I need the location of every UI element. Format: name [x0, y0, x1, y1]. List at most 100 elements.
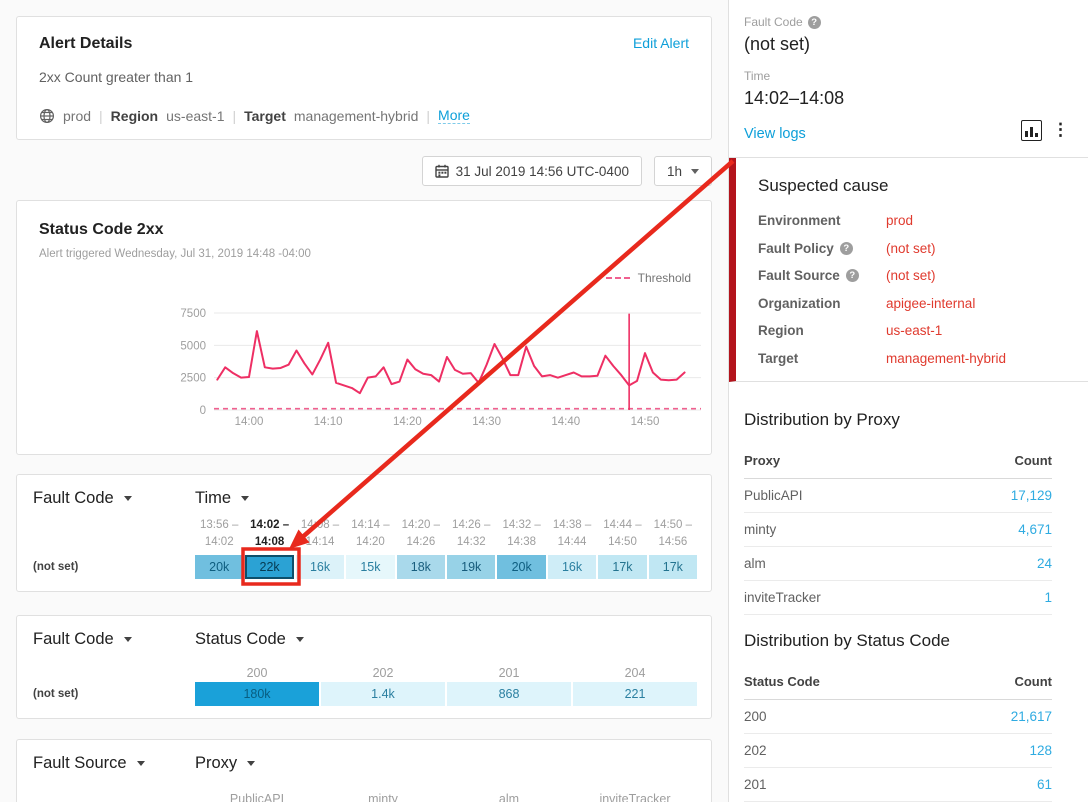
svg-text:14:50: 14:50 [631, 416, 660, 428]
time-bucket-label: 13:56 –14:02 [200, 519, 239, 548]
date-range-button[interactable]: 31 Jul 2019 14:56 UTC-0400 [421, 156, 642, 186]
table-row: PublicAPI 17,129 [744, 478, 1052, 513]
heatmap-cell[interactable]: 1.4k [321, 682, 445, 706]
status-code-label: 201 [498, 666, 520, 680]
table-row: 200 21,617 [744, 699, 1052, 734]
main-panel: Alert Details Edit Alert 2xx Count great… [16, 16, 712, 802]
table-row: 201 61 [744, 767, 1052, 802]
bar-chart-icon[interactable] [1021, 120, 1042, 141]
alert-condition-text: 2xx Count greater than 1 [39, 69, 194, 85]
heatmap-cell[interactable]: 221 [573, 682, 697, 706]
heatmap-row-label: (not set) [33, 688, 79, 700]
suspected-cause-row: Target management-hybrid [758, 351, 1078, 366]
time-bucket-headers: 13:56 –14:02 14:02 –14:08 14:08 –14:14 14:1… [195, 517, 697, 550]
fault-code-label: Fault Code [744, 15, 803, 29]
row-name: 200 [744, 699, 944, 734]
time-range-value: 14:02–14:08 [744, 88, 845, 108]
heatmap-cell[interactable]: 15k [346, 555, 395, 579]
heatmap-cells: 20k 22k 16k 15k 18k 19k 20k 16k 17k 17k [195, 555, 698, 579]
chevron-down-icon [247, 761, 256, 766]
heatmap-row-label: (not set) [33, 561, 79, 573]
svg-text:14:40: 14:40 [551, 416, 580, 428]
col-dimension-dropdown[interactable]: Proxy [195, 754, 256, 773]
heatmap-cell[interactable]: 17k [648, 555, 698, 579]
edit-alert-link[interactable]: Edit Alert [632, 35, 689, 51]
svg-text:2500: 2500 [180, 373, 206, 385]
line-chart: 0 2500 5000 7500 14:00 14:10 14:20 14:30 14:40 14… [180, 308, 701, 428]
row-count[interactable]: 61 [943, 767, 1052, 802]
interval-dropdown[interactable]: 1h [653, 156, 712, 186]
heatmap-cell[interactable]: 18k [396, 555, 446, 579]
status-code-label: 204 [624, 666, 646, 680]
heatmap-cell[interactable]: 19k [447, 555, 496, 579]
time-bucket-label: 14:20 –14:26 [401, 519, 441, 548]
svg-text:14:20: 14:20 [393, 416, 422, 428]
chevron-down-icon [241, 496, 250, 501]
row-name: alm [744, 546, 945, 581]
region-label: Region [110, 107, 159, 124]
table-row: minty 4,671 [744, 512, 1052, 547]
more-link[interactable]: More [438, 107, 470, 124]
heatmap-cell[interactable]: 868 [447, 682, 571, 706]
distribution-by-status-code: Distribution by Status Code Status Code C… [744, 631, 1052, 802]
heatmap-cell[interactable]: 20k [195, 555, 244, 579]
row-name: minty [744, 512, 945, 547]
row-name: 202 [744, 733, 944, 768]
col-dimension-dropdown[interactable]: Time [195, 489, 250, 508]
distribution-proxy-title: Distribution by Proxy [744, 410, 900, 429]
chart-title: Status Code 2xx [39, 221, 164, 238]
heatmap-cell[interactable]: 16k [295, 555, 345, 579]
heatmap-cell[interactable]: 20k [497, 555, 546, 579]
row-count[interactable]: 24 [944, 546, 1052, 581]
row-count[interactable]: 17,129 [944, 478, 1052, 513]
chevron-down-icon [691, 168, 699, 174]
fault-code-value: (not set) [744, 34, 811, 54]
heatmap-cell[interactable]: 180k [195, 682, 319, 706]
svg-text:14:30: 14:30 [472, 416, 501, 428]
interval-value: 1h [666, 163, 682, 179]
heatmap-cell[interactable]: 17k [598, 555, 647, 579]
row-count[interactable]: 128 [943, 733, 1052, 768]
globe-icon [39, 108, 55, 124]
table-row: inviteTracker 1 [744, 580, 1052, 615]
suspected-cause-title: Suspected cause [758, 176, 889, 195]
help-icon[interactable]: ? [807, 15, 821, 29]
fault-source-proxy-card: Fault Source Proxy PublicAPI minty alm invi… [16, 739, 712, 802]
cause-value: management-hybrid [886, 350, 1007, 366]
row-count[interactable]: 4,671 [944, 512, 1052, 547]
distribution-status-title: Distribution by Status Code [744, 631, 950, 650]
help-icon[interactable]: ? [845, 269, 859, 282]
date-range-value: 31 Jul 2019 14:56 UTC-0400 [455, 163, 629, 179]
row-count[interactable]: 21,617 [943, 699, 1052, 734]
svg-text:7500: 7500 [180, 308, 206, 320]
cause-label: Environment [758, 213, 841, 228]
time-label: Time [744, 69, 771, 83]
status-code-label: 200 [246, 666, 268, 680]
help-icon[interactable]: ? [839, 241, 853, 255]
time-bucket-label: 14:26 –14:32 [452, 519, 491, 548]
chevron-down-icon [136, 761, 145, 766]
row-dimension-dropdown[interactable]: Fault Code [33, 630, 132, 649]
more-options-icon[interactable]: ⋮ [1052, 120, 1069, 139]
environment-value: prod [63, 107, 92, 124]
row-count[interactable]: 1 [944, 580, 1052, 615]
time-bucket-label: 14:50 –14:56 [653, 519, 693, 548]
region-value: us-east-1 [166, 107, 225, 124]
chevron-down-icon [123, 637, 132, 642]
proxy-label: alm [498, 792, 520, 802]
heatmap-cell[interactable]: 16k [547, 555, 597, 579]
cause-value: (not set) [886, 268, 936, 283]
time-bucket-label: 14:02 –14:08 [250, 519, 290, 548]
col-dimension-dropdown[interactable]: Status Code [195, 630, 304, 649]
row-dimension-dropdown[interactable]: Fault Code [33, 489, 132, 508]
view-logs-link[interactable]: View logs [744, 126, 806, 142]
cause-label: Organization [758, 295, 841, 311]
cause-label: Target [758, 350, 799, 366]
row-name: 201 [744, 767, 944, 802]
table-row: 202 128 [744, 733, 1052, 768]
row-dimension-dropdown[interactable]: Fault Source [33, 754, 145, 773]
cause-value: us-east-1 [886, 323, 943, 338]
heatmap-cell[interactable]: 22k [245, 555, 294, 579]
table-header: Count [944, 447, 1052, 479]
proxy-label: PublicAPI [229, 792, 285, 802]
